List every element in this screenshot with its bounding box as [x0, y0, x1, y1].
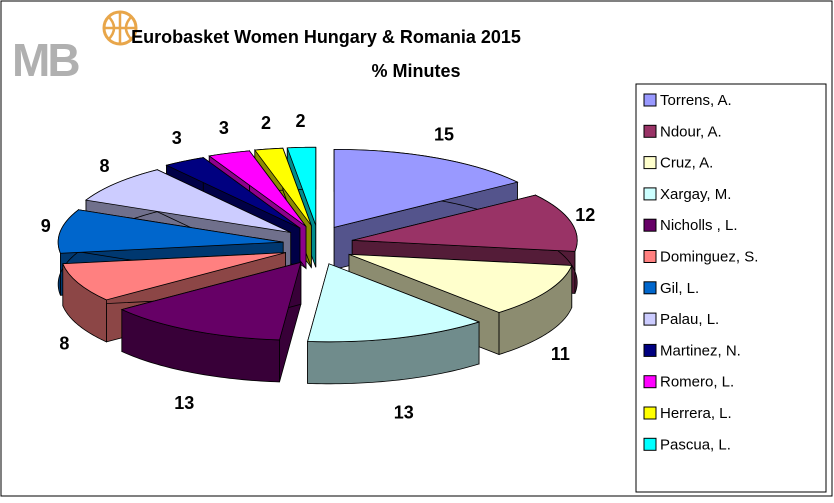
logo-ball-lines [104, 12, 136, 44]
legend-label: Nicholls , L. [660, 217, 738, 234]
data-label: 2 [261, 113, 271, 133]
data-label: 8 [59, 333, 69, 353]
legend-swatch [643, 93, 657, 107]
data-label: 8 [100, 156, 110, 176]
pie-slice [307, 263, 481, 385]
slice-top [62, 252, 286, 301]
legend-label: Xargay, M. [660, 186, 731, 203]
slice-top [165, 157, 301, 229]
legend-box [635, 83, 827, 493]
legend-swatch [643, 250, 657, 263]
legend-label: Palau, L. [660, 311, 719, 328]
legend-label: Martinez, N. [660, 342, 741, 359]
slice-top [307, 263, 481, 343]
slice-top [254, 147, 312, 226]
slice-top [85, 169, 291, 233]
legend-swatch [643, 281, 657, 295]
slice-top [208, 150, 307, 227]
slice-top [352, 194, 578, 252]
chart-subtitle: % Minutes [371, 61, 460, 81]
data-label: 13 [394, 403, 414, 423]
legend-swatch [643, 406, 657, 420]
legend-swatch [643, 437, 657, 451]
legend-swatch [643, 375, 657, 389]
legend-swatch [643, 187, 657, 201]
legend-swatch [643, 124, 657, 138]
slice-top [348, 253, 573, 313]
slice-top [286, 146, 317, 226]
pie: 15 12 11 13 13 8 9 8 3 3 2 2 [41, 111, 595, 423]
legend-label: Ndour, A. [660, 123, 722, 140]
data-label: 9 [41, 216, 51, 236]
pie-slice [120, 261, 302, 383]
slice-top [333, 149, 519, 228]
data-label: 3 [219, 118, 229, 138]
data-label: 3 [172, 128, 182, 148]
logo: MB [12, 10, 138, 86]
chart-title: Eurobasket Women Hungary & Romania 2015 [131, 27, 521, 47]
legend-label: Torrens, A. [660, 92, 732, 109]
legend-swatch [643, 312, 657, 326]
legend: Torrens, A. Ndour, A. Cruz, A. Xargay, M. Ni… [643, 92, 758, 453]
legend-swatch [643, 156, 657, 170]
legend-label: Cruz, A. [660, 155, 713, 172]
data-label: 13 [174, 393, 194, 413]
legend-label: Gil, L. [660, 280, 699, 297]
slice-top [57, 209, 284, 254]
data-label: 2 [296, 111, 306, 131]
data-label: 15 [434, 124, 454, 144]
slice-top [120, 261, 302, 341]
legend-label: Romero, L. [660, 374, 734, 391]
logo-text: MB [12, 34, 79, 86]
data-label: 11 [551, 344, 570, 364]
legend-swatch [643, 343, 657, 357]
data-label: 12 [575, 205, 595, 225]
legend-label: Pascua, L. [660, 436, 731, 453]
legend-swatch [643, 218, 657, 232]
legend-label: Dominguez, S. [660, 248, 758, 265]
legend-label: Herrera, L. [660, 405, 732, 422]
